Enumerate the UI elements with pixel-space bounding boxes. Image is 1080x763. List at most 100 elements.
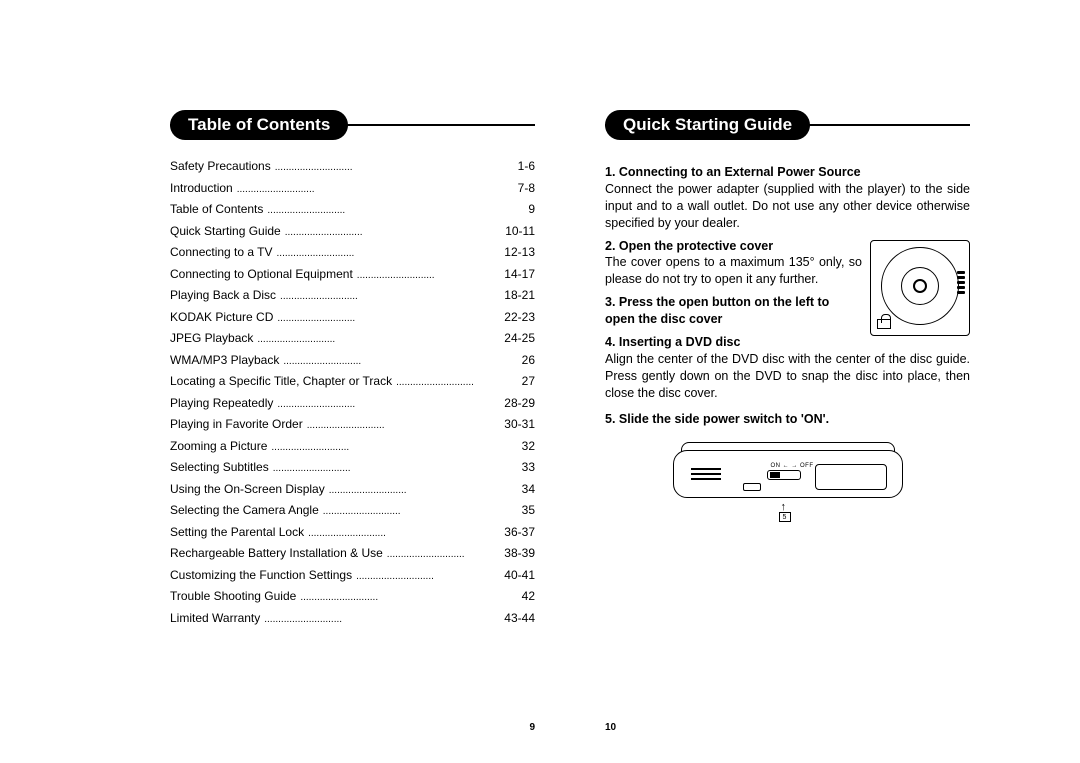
toc-label: Using the On-Screen Display — [170, 483, 325, 495]
player-figure-wrap: ON ← → OFF ↑ 5 — [605, 442, 970, 522]
step-1-title: 1. Connecting to an External Power Sourc… — [605, 164, 970, 181]
toc-leader-dots: ............................ — [353, 271, 439, 281]
toc-row: KODAK Picture CD .......................… — [170, 311, 535, 324]
toc-pages: 22-23 — [485, 311, 535, 323]
toc-pages: 12-13 — [485, 246, 535, 258]
toc-leader-dots: ............................ — [276, 292, 362, 302]
toc-leader-dots: ............................ — [253, 335, 339, 345]
toc-label: Connecting to a TV — [170, 246, 273, 258]
page-number-right: 10 — [605, 722, 616, 733]
toc-label: Locating a Specific Title, Chapter or Tr… — [170, 375, 392, 387]
toc-row: Customizing the Function Settings ......… — [170, 569, 535, 582]
toc-pages: 26 — [485, 354, 535, 366]
page-number-left: 9 — [529, 722, 535, 733]
toc-leader-dots: ............................ — [352, 572, 438, 582]
toc-pages: 9 — [485, 203, 535, 215]
toc-leader-dots: ............................ — [260, 615, 346, 625]
step-4-title: 4. Inserting a DVD disc — [605, 334, 970, 351]
toc-row: Playing Back a Disc ....................… — [170, 289, 535, 302]
toc-list: Safety Precautions .....................… — [170, 160, 535, 633]
step-5-title: 5. Slide the side power switch to 'ON'. — [605, 411, 970, 428]
toc-leader-dots: ............................ — [303, 421, 389, 431]
toc-pages: 35 — [485, 504, 535, 516]
toc-row: Connecting to Optional Equipment .......… — [170, 268, 535, 281]
toc-row: Playing in Favorite Order ..............… — [170, 418, 535, 431]
toc-leader-dots: ............................ — [263, 206, 349, 216]
toc-label: Trouble Shooting Guide — [170, 590, 296, 602]
toc-leader-dots: ............................ — [269, 464, 355, 474]
toc-pages: 42 — [485, 590, 535, 602]
step-1: 1. Connecting to an External Power Sourc… — [605, 164, 970, 232]
player-figure: ON ← → OFF ↑ 5 — [673, 442, 903, 522]
toc-label: WMA/MP3 Playback — [170, 354, 279, 366]
toc-label: Safety Precautions — [170, 160, 271, 172]
toc-label: Rechargeable Battery Installation & Use — [170, 547, 383, 559]
toc-row: Quick Starting Guide ...................… — [170, 225, 535, 238]
toc-row: Selecting the Camera Angle .............… — [170, 504, 535, 517]
qsg-header: Quick Starting Guide — [605, 110, 970, 140]
toc-pages: 27 — [485, 375, 535, 387]
toc-leader-dots: ............................ — [304, 529, 390, 539]
toc-leader-dots: ............................ — [271, 163, 357, 173]
toc-pages: 40-41 — [485, 569, 535, 581]
callout-5: 5 — [779, 512, 791, 522]
toc-leader-dots: ............................ — [267, 443, 353, 453]
toc-label: Selecting Subtitles — [170, 461, 269, 473]
toc-leader-dots: ............................ — [319, 507, 405, 517]
toc-pages: 36-37 — [485, 526, 535, 538]
toc-leader-dots: ............................ — [383, 550, 469, 560]
toc-label: Limited Warranty — [170, 612, 260, 624]
toc-row: Table of Contents ......................… — [170, 203, 535, 216]
toc-leader-dots: ............................ — [273, 400, 359, 410]
toc-label: Quick Starting Guide — [170, 225, 281, 237]
toc-row: JPEG Playback ..........................… — [170, 332, 535, 345]
toc-row: WMA/MP3 Playback .......................… — [170, 354, 535, 367]
step-4: 4. Inserting a DVD disc Align the center… — [605, 334, 970, 402]
toc-pages: 1-6 — [485, 160, 535, 172]
toc-row: Playing Repeatedly .....................… — [170, 397, 535, 410]
toc-leader-dots: ............................ — [279, 357, 365, 367]
toc-pages: 28-29 — [485, 397, 535, 409]
toc-row: Connecting to a TV .....................… — [170, 246, 535, 259]
toc-row: Limited Warranty .......................… — [170, 612, 535, 625]
toc-label: Table of Contents — [170, 203, 263, 215]
toc-pages: 10-11 — [485, 225, 535, 237]
toc-label: KODAK Picture CD — [170, 311, 273, 323]
toc-leader-dots: ............................ — [273, 249, 359, 259]
disc-figure — [870, 240, 970, 336]
toc-label: Zooming a Picture — [170, 440, 267, 452]
toc-pages: 38-39 — [485, 547, 535, 559]
toc-row: Zooming a Picture ......................… — [170, 440, 535, 453]
toc-leader-dots: ............................ — [325, 486, 411, 496]
step-4-body: Align the center of the DVD disc with th… — [605, 351, 970, 402]
toc-row: Setting the Parental Lock ..............… — [170, 526, 535, 539]
qsg-body: 1. Connecting to an External Power Sourc… — [605, 160, 970, 522]
toc-leader-dots: ............................ — [273, 314, 359, 324]
page-spread: Table of Contents Safety Precautions ...… — [0, 0, 1080, 763]
toc-label: JPEG Playback — [170, 332, 253, 344]
toc-label: Setting the Parental Lock — [170, 526, 304, 538]
toc-label: Playing in Favorite Order — [170, 418, 303, 430]
right-page: Quick Starting Guide 1. Connecting to an… — [605, 110, 970, 703]
toc-row: Using the On-Screen Display ............… — [170, 483, 535, 496]
switch-label: ON ← → OFF — [771, 462, 814, 470]
left-page: Table of Contents Safety Precautions ...… — [170, 110, 535, 703]
toc-row: Introduction ...........................… — [170, 182, 535, 195]
toc-label: Playing Repeatedly — [170, 397, 273, 409]
toc-pages: 18-21 — [485, 289, 535, 301]
toc-label: Customizing the Function Settings — [170, 569, 352, 581]
toc-leader-dots: ............................ — [392, 378, 478, 388]
toc-pages: 32 — [485, 440, 535, 452]
toc-pages: 24-25 — [485, 332, 535, 344]
toc-leader-dots: ............................ — [233, 185, 319, 195]
qsg-title-pill: Quick Starting Guide — [605, 110, 810, 140]
toc-row: Selecting Subtitles ....................… — [170, 461, 535, 474]
toc-row: Locating a Specific Title, Chapter or Tr… — [170, 375, 535, 388]
toc-label: Playing Back a Disc — [170, 289, 276, 301]
toc-title-pill: Table of Contents — [170, 110, 348, 140]
step-1-body: Connect the power adapter (supplied with… — [605, 181, 970, 232]
step-5: 5. Slide the side power switch to 'ON'. — [605, 411, 970, 428]
toc-pages: 43-44 — [485, 612, 535, 624]
toc-pages: 7-8 — [485, 182, 535, 194]
toc-leader-dots: ............................ — [296, 593, 382, 603]
